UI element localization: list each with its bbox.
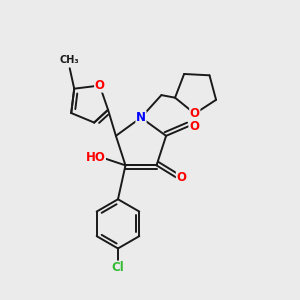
Text: O: O — [95, 79, 105, 92]
Text: O: O — [189, 120, 199, 133]
Text: HO: HO — [85, 152, 105, 164]
Text: Cl: Cl — [112, 261, 124, 274]
Text: N: N — [136, 111, 146, 124]
Text: O: O — [176, 171, 186, 184]
Text: O: O — [190, 107, 200, 120]
Text: CH₃: CH₃ — [60, 55, 80, 65]
